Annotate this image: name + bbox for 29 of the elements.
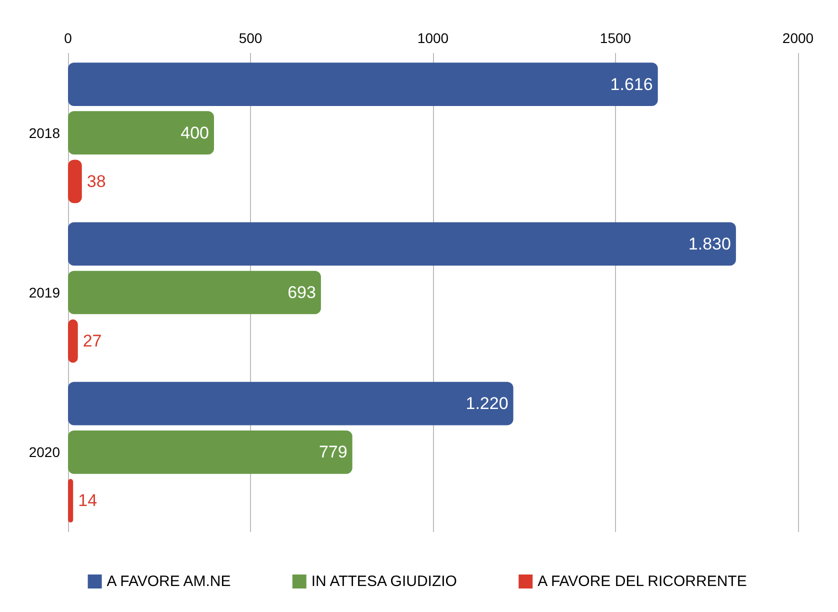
- data-label: 693: [288, 283, 316, 302]
- bar: [68, 160, 82, 204]
- bar: [68, 222, 736, 266]
- legend-label: IN ATTESA GIUDIZIO: [311, 573, 457, 590]
- x-tick-label: 0: [64, 30, 72, 46]
- bar: [68, 479, 74, 522]
- bar: [68, 62, 658, 106]
- y-tick-label: 2019: [28, 284, 60, 300]
- data-label: 27: [82, 332, 102, 351]
- y-tick-label: 2020: [28, 444, 60, 460]
- data-label: 38: [86, 172, 106, 191]
- bar: [68, 382, 514, 426]
- data-label: 779: [318, 442, 348, 462]
- data-label: 400: [180, 123, 209, 142]
- legend-label: A FAVORE DEL RICORRENTE: [538, 573, 747, 590]
- y-tick-label: 2018: [28, 124, 60, 141]
- x-tick-label: 500: [238, 30, 262, 46]
- x-tick-label: 2000: [782, 30, 814, 46]
- bar: [68, 270, 321, 314]
- data-label: 1.830: [688, 234, 731, 254]
- bar: [68, 430, 352, 474]
- legend-label: A FAVORE AM.NE: [106, 573, 231, 590]
- x-tick-label: 1500: [600, 30, 632, 46]
- bar: [68, 111, 214, 155]
- data-label: 1.220: [466, 394, 508, 414]
- data-label: 14: [78, 491, 98, 510]
- data-label: 1.616: [610, 74, 653, 94]
- x-tick-label: 1000: [417, 30, 449, 46]
- bar: [68, 319, 78, 363]
